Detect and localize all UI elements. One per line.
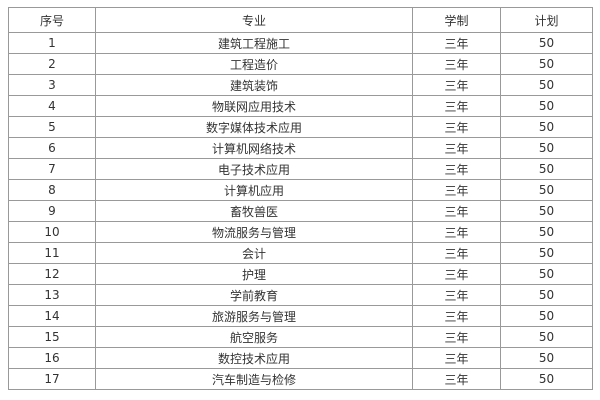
duration-cell: 三年 [412,347,501,369]
duration-cell: 三年 [412,305,501,327]
row-number-cell: 1 [8,32,96,54]
row-number-cell: 4 [8,95,96,117]
plan-cell: 50 [500,95,593,117]
row-number-cell: 17 [8,368,96,390]
major-cell: 物流服务与管理 [95,221,413,243]
table-body: 1 建筑工程施工 三年 50 2 工程造价 三年 50 3 建筑装饰 三年 50 4 物联网应用技术 三年 5… [8,32,593,390]
duration-cell: 三年 [412,326,501,348]
major-cell: 建筑装饰 [95,74,413,96]
table-row: 15 航空服务 三年 50 [8,326,593,348]
table-row: 2 工程造价 三年 50 [8,53,593,75]
plan-cell: 50 [500,242,593,264]
row-number-cell: 15 [8,326,96,348]
header-cell-number: 序号 [8,7,96,33]
duration-cell: 三年 [412,32,501,54]
header-cell-duration: 学制 [412,7,501,33]
table-row: 11 会计 三年 50 [8,242,593,264]
duration-cell: 三年 [412,158,501,180]
row-number-cell: 16 [8,347,96,369]
table-row: 9 畜牧兽医 三年 50 [8,200,593,222]
table-row: 7 电子技术应用 三年 50 [8,158,593,180]
table-row: 4 物联网应用技术 三年 50 [8,95,593,117]
plan-cell: 50 [500,326,593,348]
row-number-cell: 2 [8,53,96,75]
table-row: 5 数字媒体技术应用 三年 50 [8,116,593,138]
plan-cell: 50 [500,200,593,222]
major-cell: 建筑工程施工 [95,32,413,54]
plan-cell: 50 [500,53,593,75]
plan-cell: 50 [500,158,593,180]
major-cell: 畜牧兽医 [95,200,413,222]
plan-cell: 50 [500,221,593,243]
table-row: 13 学前教育 三年 50 [8,284,593,306]
row-number-cell: 10 [8,221,96,243]
major-cell: 航空服务 [95,326,413,348]
plan-cell: 50 [500,32,593,54]
table-header: 序号 专业 学制 计划 [8,7,593,33]
row-number-cell: 14 [8,305,96,327]
row-number-cell: 6 [8,137,96,159]
duration-cell: 三年 [412,368,501,390]
row-number-cell: 11 [8,242,96,264]
table-row: 12 护理 三年 50 [8,263,593,285]
row-number-cell: 7 [8,158,96,180]
enrollment-plan-table: 序号 专业 学制 计划 1 建筑工程施工 三年 50 2 工程造价 三年 50 3 建筑装饰 三年 5… [8,7,593,390]
plan-cell: 50 [500,116,593,138]
row-number-cell: 13 [8,284,96,306]
plan-cell: 50 [500,179,593,201]
table-row: 17 汽车制造与检修 三年 50 [8,368,593,390]
duration-cell: 三年 [412,200,501,222]
major-cell: 物联网应用技术 [95,95,413,117]
header-row: 序号 专业 学制 计划 [8,7,593,33]
table-row: 14 旅游服务与管理 三年 50 [8,305,593,327]
table-row: 6 计算机网络技术 三年 50 [8,137,593,159]
duration-cell: 三年 [412,221,501,243]
duration-cell: 三年 [412,263,501,285]
plan-cell: 50 [500,305,593,327]
duration-cell: 三年 [412,137,501,159]
duration-cell: 三年 [412,95,501,117]
table-row: 10 物流服务与管理 三年 50 [8,221,593,243]
header-cell-major: 专业 [95,7,413,33]
major-cell: 旅游服务与管理 [95,305,413,327]
table-row: 1 建筑工程施工 三年 50 [8,32,593,54]
duration-cell: 三年 [412,284,501,306]
row-number-cell: 12 [8,263,96,285]
major-cell: 计算机应用 [95,179,413,201]
plan-cell: 50 [500,263,593,285]
duration-cell: 三年 [412,74,501,96]
duration-cell: 三年 [412,53,501,75]
duration-cell: 三年 [412,179,501,201]
plan-cell: 50 [500,137,593,159]
major-cell: 护理 [95,263,413,285]
plan-cell: 50 [500,368,593,390]
major-cell: 汽车制造与检修 [95,368,413,390]
duration-cell: 三年 [412,242,501,264]
row-number-cell: 9 [8,200,96,222]
major-cell: 工程造价 [95,53,413,75]
major-cell: 计算机网络技术 [95,137,413,159]
plan-cell: 50 [500,347,593,369]
row-number-cell: 5 [8,116,96,138]
header-cell-plan: 计划 [500,7,593,33]
major-cell: 数控技术应用 [95,347,413,369]
major-cell: 电子技术应用 [95,158,413,180]
row-number-cell: 8 [8,179,96,201]
major-cell: 学前教育 [95,284,413,306]
plan-cell: 50 [500,74,593,96]
row-number-cell: 3 [8,74,96,96]
major-cell: 会计 [95,242,413,264]
plan-cell: 50 [500,284,593,306]
table-row: 16 数控技术应用 三年 50 [8,347,593,369]
major-cell: 数字媒体技术应用 [95,116,413,138]
duration-cell: 三年 [412,116,501,138]
table-row: 8 计算机应用 三年 50 [8,179,593,201]
table-row: 3 建筑装饰 三年 50 [8,74,593,96]
